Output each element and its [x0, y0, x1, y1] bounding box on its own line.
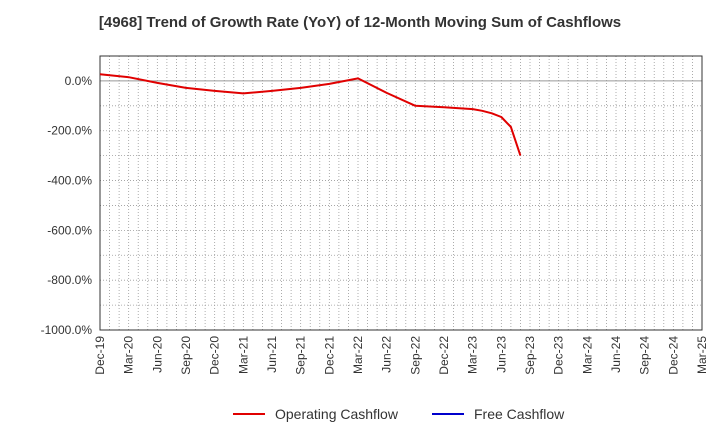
x-tick-label: Mar-23 — [466, 336, 480, 374]
x-tick-label: Mar-21 — [236, 336, 250, 374]
x-tick-label: Dec-20 — [208, 336, 222, 375]
series-layer — [99, 73, 522, 156]
x-tick-label: Dec-24 — [666, 336, 680, 375]
x-tick-label: Dec-21 — [322, 336, 336, 375]
legend-label: Free Cashflow — [474, 406, 565, 422]
x-tick-label: Mar-22 — [351, 336, 365, 374]
y-tick-label: 0.0% — [65, 74, 93, 88]
x-tick-label: Sep-24 — [638, 336, 652, 375]
chart-title: [4968] Trend of Growth Rate (YoY) of 12-… — [98, 14, 622, 31]
plot-frame — [99, 55, 703, 331]
x-tick-label: Jun-21 — [265, 336, 279, 373]
legend-label: Operating Cashflow — [275, 406, 399, 422]
x-tick-label: Dec-19 — [93, 336, 107, 375]
legend: Operating Cashflow Free Cashflow — [233, 406, 565, 422]
x-tick-label: Jun-20 — [150, 336, 164, 373]
series-line — [99, 73, 522, 156]
y-tick-label: -1000.0% — [41, 323, 93, 337]
x-axis-ticks: Dec-19 Mar-20 Jun-20 Sep-20 Dec-20 Mar-21 Jun-… — [93, 336, 709, 375]
x-tick-label: Jun-23 — [494, 336, 508, 373]
x-tick-label: Mar-24 — [580, 336, 594, 374]
x-tick-label: Mar-20 — [122, 336, 136, 374]
y-axis-ticks: 0.0% -200.0% -400.0% -600.0% -800.0% -1000.0% — [41, 74, 93, 337]
x-tick-label: Sep-23 — [523, 336, 537, 375]
y-tick-label: -600.0% — [47, 223, 92, 237]
y-tick-label: -400.0% — [47, 174, 92, 188]
x-tick-label: Jun-24 — [609, 336, 623, 373]
grid-layer — [100, 56, 702, 330]
x-tick-label: Sep-20 — [179, 336, 193, 375]
x-tick-label: Dec-23 — [552, 336, 566, 375]
x-tick-label: Sep-22 — [408, 336, 422, 375]
y-tick-label: -800.0% — [47, 273, 92, 287]
x-tick-label: Mar-25 — [695, 336, 709, 374]
y-tick-label: -200.0% — [47, 124, 92, 138]
x-tick-label: Jun-22 — [380, 336, 394, 373]
x-tick-label: Sep-21 — [294, 336, 308, 375]
x-tick-label: Dec-22 — [437, 336, 451, 375]
